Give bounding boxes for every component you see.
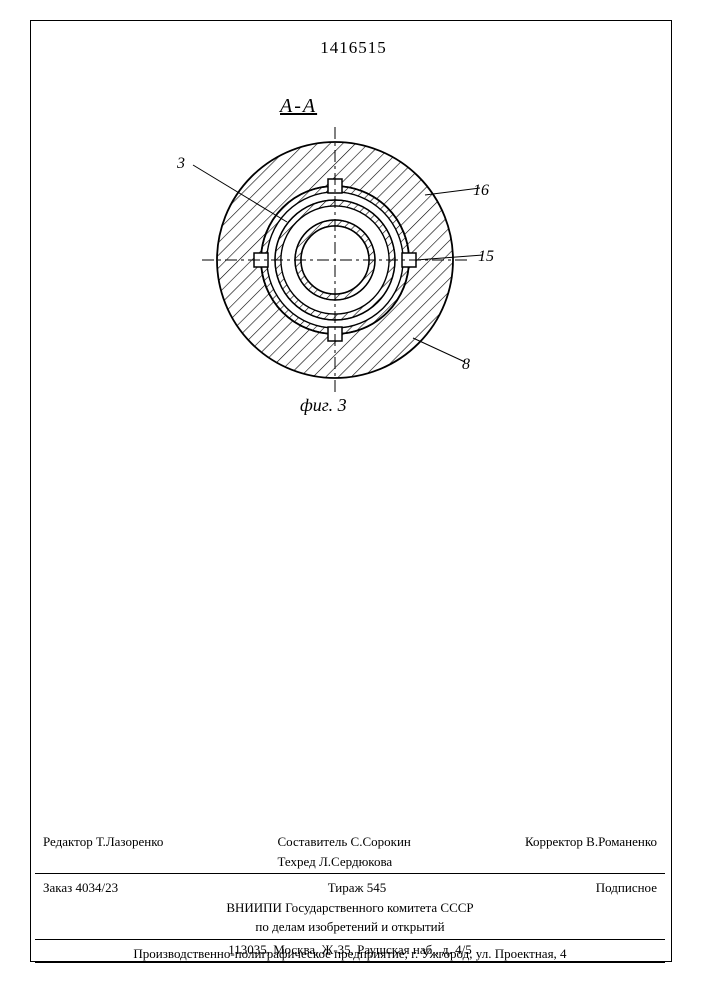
callout-16: 16 xyxy=(473,182,489,200)
podpisnoe: Подписное xyxy=(596,878,657,898)
colophon-block: Редактор Т.Лазоренко Составитель С.Сорок… xyxy=(35,830,665,963)
compiler-techred: Составитель С.Сорокин Техред Л.Сердюкова xyxy=(277,832,410,871)
colophon-credits: Редактор Т.Лазоренко Составитель С.Сорок… xyxy=(35,830,665,874)
editor: Редактор Т.Лазоренко xyxy=(43,832,163,871)
colophon-order: Заказ 4034/23 Тираж 545 Подписное xyxy=(35,875,665,898)
order-number: Заказ 4034/23 xyxy=(43,878,118,898)
callout-3: 3 xyxy=(177,155,185,173)
callout-15: 15 xyxy=(478,248,494,266)
callout-8: 8 xyxy=(462,356,470,374)
footer: Производственно-полиграфическое предприя… xyxy=(35,946,665,962)
colophon-org: ВНИИПИ Государственного комитета СССР по… xyxy=(35,898,665,937)
tirazh: Тираж 545 xyxy=(328,878,387,898)
figure-3 xyxy=(175,120,495,400)
patent-number: 1416515 xyxy=(0,38,707,58)
section-label: А-А xyxy=(280,95,317,118)
figure-caption: фиг. 3 xyxy=(300,395,347,416)
corrector: Корректор В.Романенко xyxy=(525,832,657,871)
